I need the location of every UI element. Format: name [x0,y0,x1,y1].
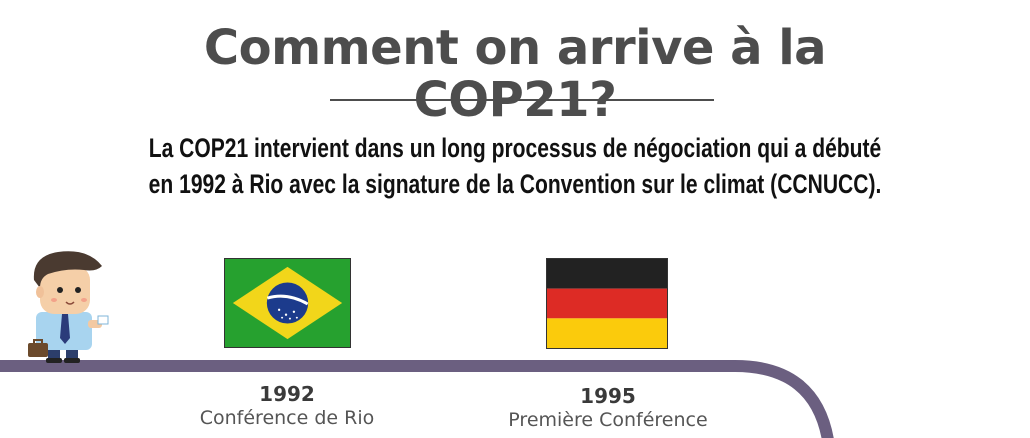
page-title-line-1: Comment on arrive à la [203,20,827,76]
title-divider [330,99,714,101]
event-description: Conférence de Rio [199,407,375,429]
timeline-event-1992: 1992 Conférence de Rio [167,382,407,430]
intro-text: La COP21 intervient dans un long process… [148,133,882,199]
event-description: Première Conférence [508,409,708,431]
germany-flag-icon [546,258,668,349]
businessman-icon [28,251,109,363]
timeline-line [0,360,834,438]
brazil-flag-icon [224,258,351,348]
timeline-event-1995: 1995 Première Conférence [488,384,728,432]
event-year: 1992 [259,382,315,406]
event-year: 1995 [580,384,636,408]
